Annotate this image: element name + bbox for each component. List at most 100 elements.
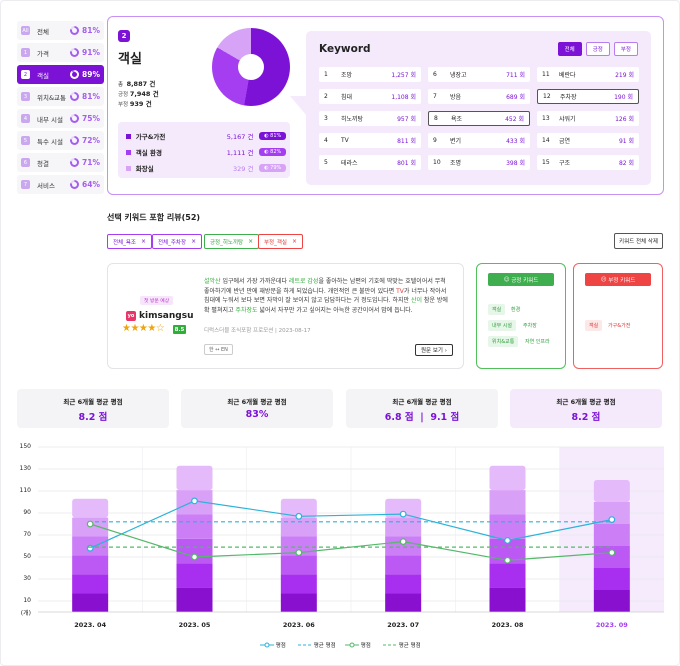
- subcategory-row[interactable]: 화장실 329 건 ◐ 79%: [126, 162, 287, 174]
- keyword-item[interactable]: 13 샤워기 126 회: [537, 111, 639, 126]
- selected-keyword-chip[interactable]: 부정_객실 ×: [258, 234, 304, 249]
- positive-count: 긍정 7,948 건: [118, 88, 159, 98]
- tab-positive[interactable]: 긍정: [585, 42, 610, 56]
- bar-segment[interactable]: [385, 517, 422, 537]
- sidebar-item[interactable]: 3 위치&교통 81%: [17, 87, 104, 106]
- bar-segment[interactable]: [593, 524, 630, 546]
- bar-segment[interactable]: [593, 546, 630, 568]
- bar-segment[interactable]: [385, 574, 422, 594]
- sidebar-item[interactable]: 1 가격 91%: [17, 43, 104, 62]
- sidebar-item[interactable]: 7 서비스 64%: [17, 175, 104, 194]
- bar-segment[interactable]: [489, 563, 526, 588]
- keyword-item[interactable]: 4 TV 811 회: [319, 133, 421, 148]
- y-tick-label: 70: [23, 531, 31, 538]
- close-icon[interactable]: ×: [248, 238, 254, 245]
- series-point[interactable]: [295, 549, 303, 556]
- keyword-chip[interactable]: 가구&가전: [608, 323, 631, 329]
- series-point[interactable]: [86, 520, 94, 528]
- keyword-chip[interactable]: 주차장: [523, 323, 537, 329]
- series-point[interactable]: [608, 549, 616, 556]
- bar-segment[interactable]: [280, 593, 317, 612]
- bar-segment[interactable]: [489, 490, 526, 515]
- bar-segment[interactable]: [72, 593, 109, 612]
- bar-segment[interactable]: [385, 555, 422, 575]
- sidebar-item[interactable]: All 전체 81%: [17, 21, 104, 40]
- selected-keyword-chip[interactable]: 전체_주차장 ×: [152, 234, 203, 249]
- sidebar-item[interactable]: 6 청결 71%: [17, 153, 104, 172]
- bar-segment[interactable]: [385, 536, 422, 556]
- bar-segment[interactable]: [593, 590, 630, 612]
- bar-segment[interactable]: [280, 574, 317, 594]
- keyword-chip[interactable]: 위치&교통: [488, 336, 519, 347]
- bar-segment[interactable]: [385, 498, 422, 518]
- subcategory-row[interactable]: 가구&가전 5,167 건 ◐ 81%: [126, 130, 287, 142]
- bar-segment[interactable]: [280, 498, 317, 518]
- bar-segment[interactable]: [385, 593, 422, 612]
- keyword-item[interactable]: 8 욕조 452 회: [428, 111, 530, 126]
- subcategory-pct-badge: ◐ 81%: [259, 132, 287, 140]
- series-point[interactable]: [191, 553, 198, 561]
- series-point[interactable]: [86, 544, 94, 552]
- close-icon[interactable]: ×: [141, 238, 147, 245]
- bar-segment[interactable]: [72, 574, 109, 594]
- sidebar-item[interactable]: 2 객실 89%: [17, 65, 104, 84]
- positive-label: 긍정: [118, 92, 129, 98]
- series-point[interactable]: [399, 538, 407, 545]
- keyword-item[interactable]: 9 변기 433 회: [428, 133, 530, 148]
- keyword-item[interactable]: 1 조망 1,257 회: [319, 67, 421, 82]
- keyword-item[interactable]: 6 냉장고 711 회: [428, 67, 530, 82]
- bar-segment[interactable]: [176, 587, 213, 612]
- category-title: 객실: [118, 52, 142, 67]
- tab-negative[interactable]: 부정: [613, 42, 638, 56]
- bar-segment[interactable]: [72, 498, 109, 518]
- series-line: [89, 500, 612, 549]
- bar-segment[interactable]: [593, 568, 630, 590]
- series-point[interactable]: [295, 512, 303, 520]
- tab-all[interactable]: 전체: [557, 42, 582, 56]
- keyword-item[interactable]: 7 방음 689 회: [428, 89, 530, 104]
- bar-segment[interactable]: [72, 555, 109, 575]
- bar-segment[interactable]: [176, 465, 213, 491]
- keyword-item[interactable]: 2 침대 1,108 회: [319, 89, 421, 104]
- series-point[interactable]: [504, 537, 511, 544]
- sidebar-item[interactable]: 5 특수 시설 72%: [17, 131, 104, 150]
- keyword-chip[interactable]: 자연 인프라: [525, 339, 550, 345]
- bar-segment[interactable]: [489, 465, 526, 491]
- translate-toggle[interactable]: 한 ↔ EN: [204, 344, 233, 355]
- subcategory-row[interactable]: 객실 환경 1,111 건 ◐ 82%: [126, 146, 287, 158]
- bar-segment[interactable]: [280, 517, 317, 537]
- keyword-item[interactable]: 11 베란다 219 회: [537, 67, 639, 82]
- series-point[interactable]: [191, 497, 198, 505]
- keyword-rank: 9: [433, 137, 437, 144]
- keyword-item[interactable]: 5 테라스 801 회: [319, 155, 421, 170]
- delete-all-keywords-button[interactable]: 키워드 전체 삭제: [614, 233, 663, 249]
- bar-segment[interactable]: [280, 555, 317, 575]
- bar-segment[interactable]: [280, 536, 317, 556]
- keyword-item[interactable]: 14 금연 91 회: [537, 133, 639, 148]
- selected-keyword-chip[interactable]: 긍정_히노끼탕 ×: [204, 234, 260, 249]
- keyword-item[interactable]: 12 주차장 190 회: [537, 89, 639, 104]
- bar-segment[interactable]: [489, 514, 526, 539]
- close-icon[interactable]: ×: [292, 238, 298, 245]
- keyword-rank: 15: [542, 159, 550, 166]
- keyword-item[interactable]: 10 조명 398 회: [428, 155, 530, 170]
- sidebar-item[interactable]: 4 내부 시설 75%: [17, 109, 104, 128]
- keyword-rank: 6: [433, 71, 437, 78]
- keyword-chip[interactable]: 객실: [585, 320, 603, 331]
- keyword-item[interactable]: 3 히노끼탕 957 회: [319, 111, 421, 126]
- series-point[interactable]: [399, 510, 407, 518]
- keyword-item[interactable]: 15 구조 82 회: [537, 155, 639, 170]
- keyword-chip[interactable]: 내부 시설: [488, 320, 516, 331]
- bar-segment[interactable]: [489, 587, 526, 612]
- series-point[interactable]: [608, 516, 616, 523]
- keyword-chip[interactable]: 객실: [488, 304, 506, 315]
- close-icon[interactable]: ×: [191, 238, 197, 245]
- bar-segment[interactable]: [176, 563, 213, 588]
- keyword-chip[interactable]: 환경: [511, 307, 521, 313]
- bar-segment[interactable]: [593, 502, 630, 524]
- bar-segment[interactable]: [176, 514, 213, 539]
- view-original-button[interactable]: 원문 보기 ›: [415, 344, 453, 356]
- selected-keyword-chip[interactable]: 전체_욕조 ×: [107, 234, 153, 249]
- bar-segment[interactable]: [593, 480, 630, 502]
- series-point[interactable]: [504, 556, 511, 564]
